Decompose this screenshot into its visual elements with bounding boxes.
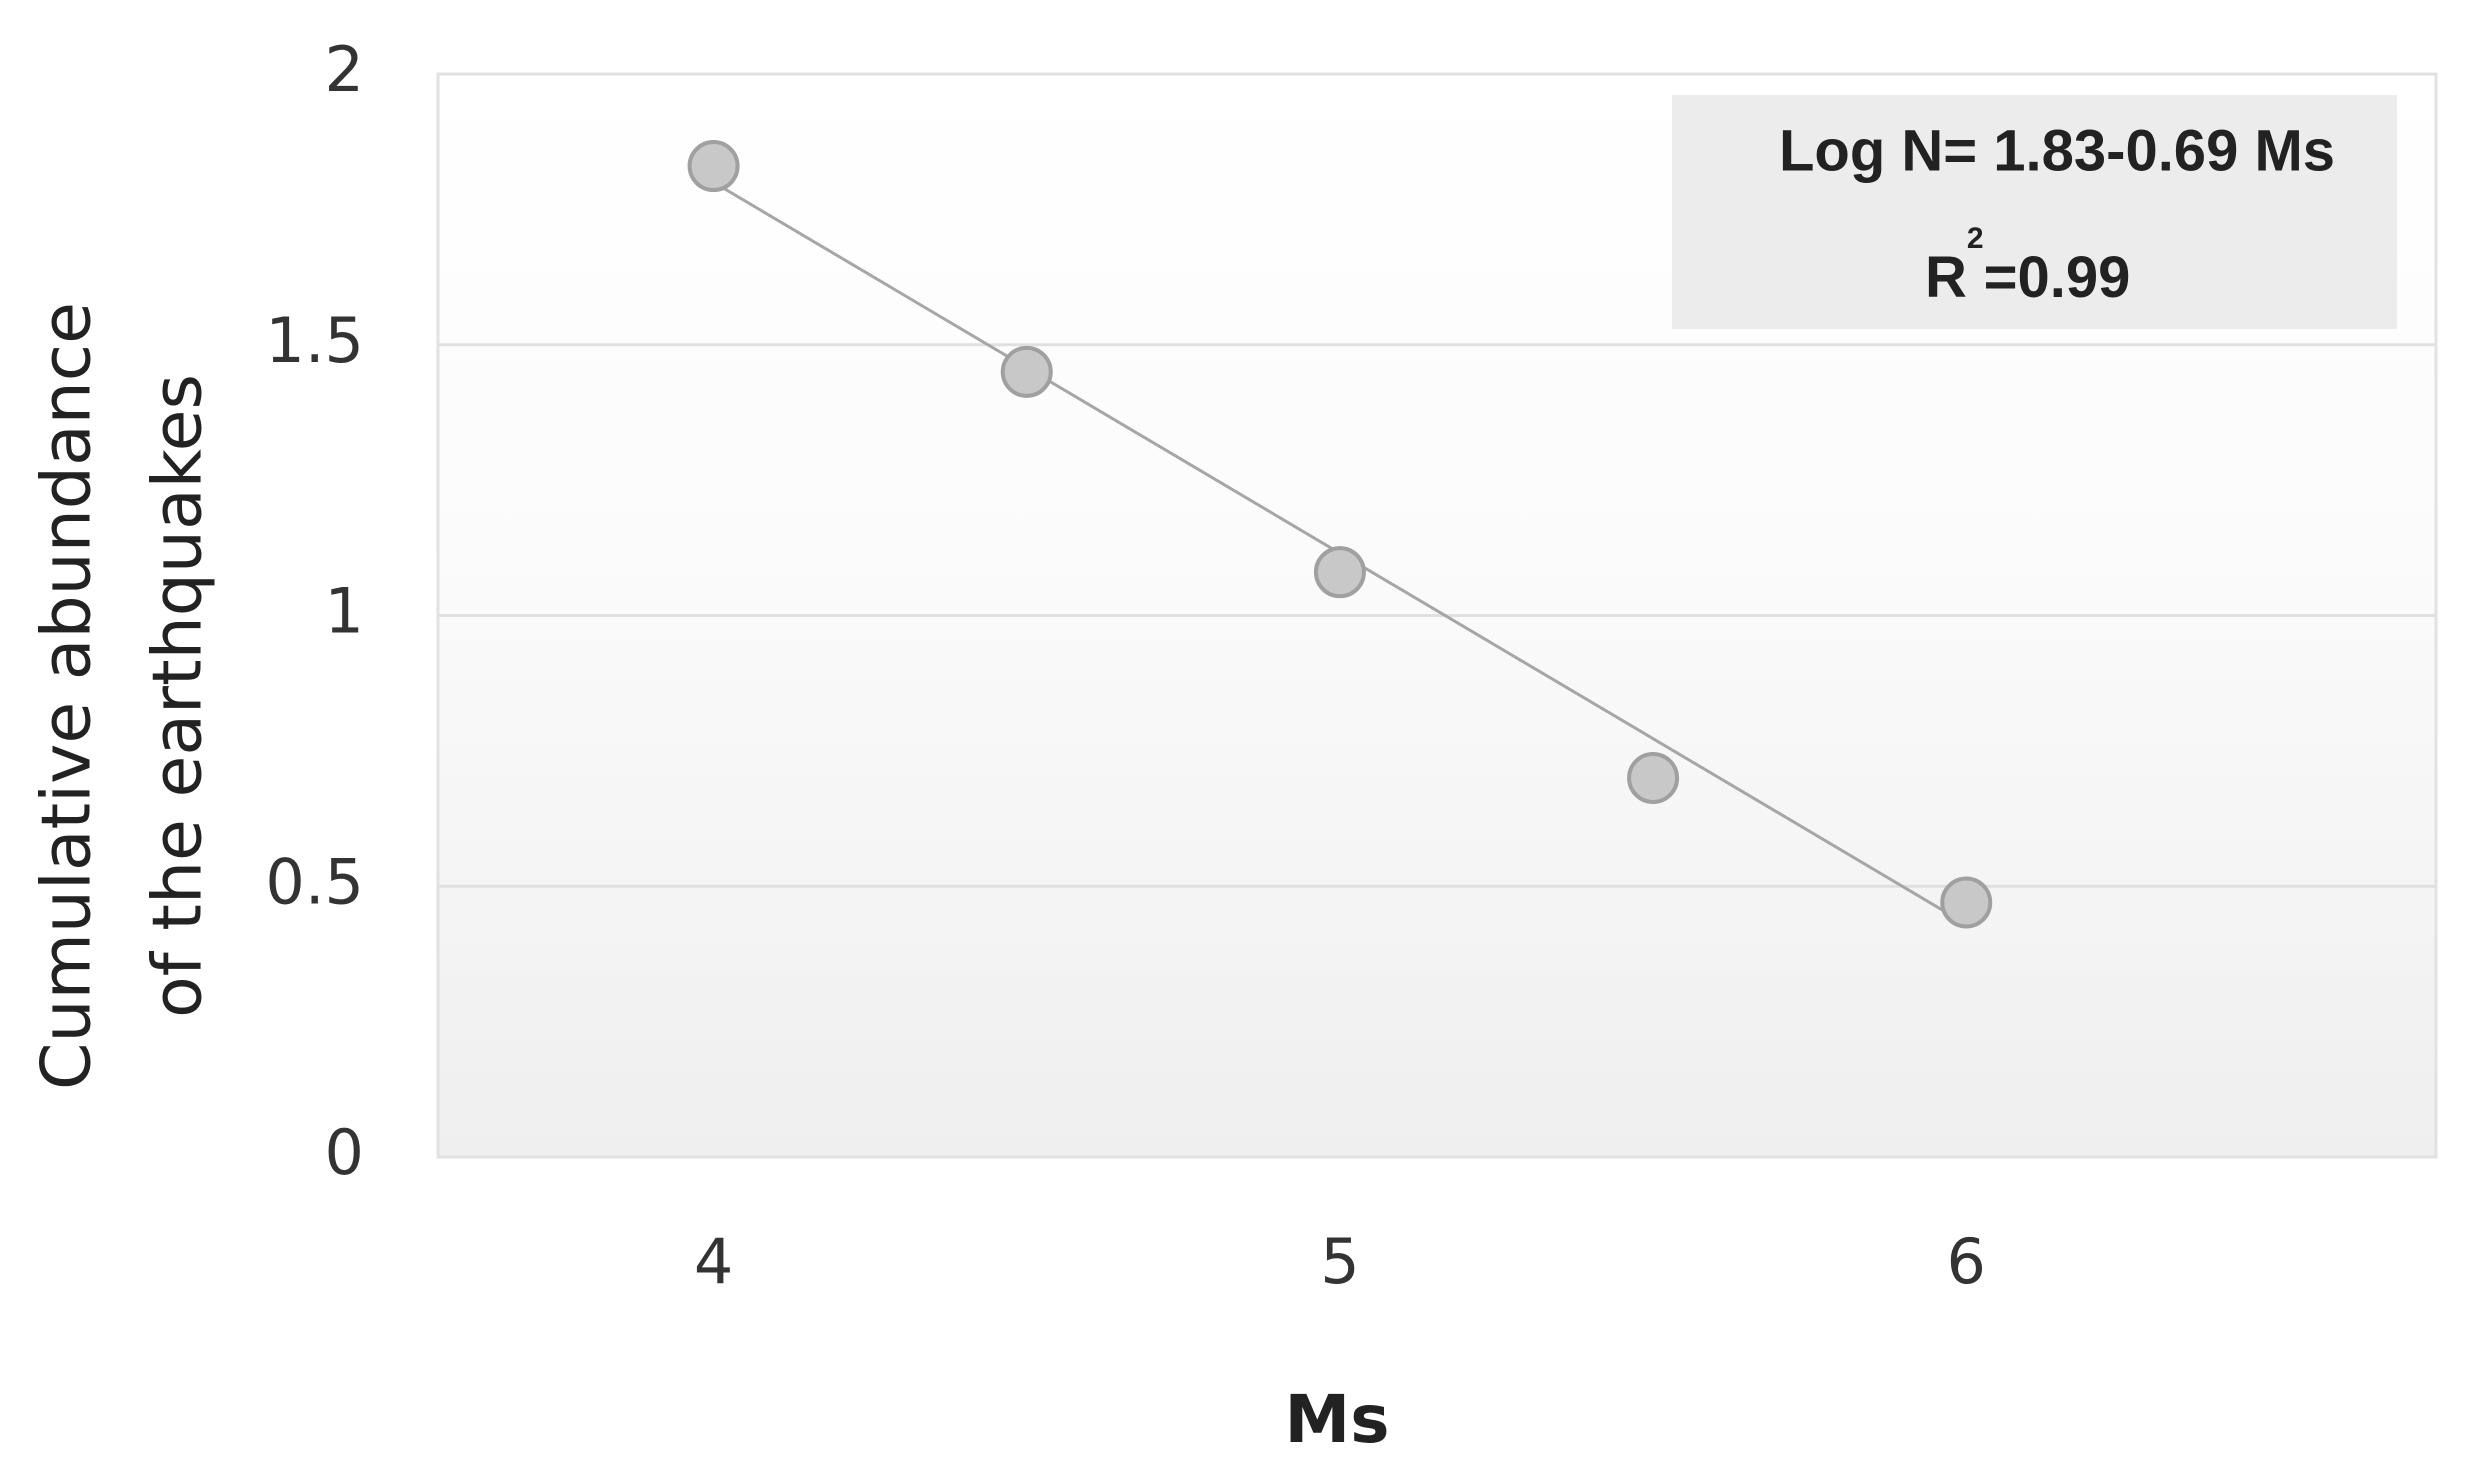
x-tick-label: 5 bbox=[1320, 1225, 1359, 1298]
y-axis-label: Cumulative abundance bbox=[28, 302, 107, 1090]
data-point bbox=[1940, 876, 1993, 929]
r-symbol: R bbox=[1925, 245, 1967, 310]
y-tick-label: 0 bbox=[325, 1116, 364, 1189]
y-tick-label: 1 bbox=[325, 575, 364, 648]
equation: Log N= 1.83-0.69 Ms bbox=[1779, 118, 2335, 183]
r-value: =0.99 bbox=[1984, 245, 2131, 310]
r-squared: R2=0.99 bbox=[1925, 222, 2130, 310]
x-tick-label: 6 bbox=[1947, 1225, 1986, 1298]
data-point bbox=[1627, 751, 1680, 804]
x-tick-label: 4 bbox=[694, 1225, 733, 1298]
x-axis-label: Ms bbox=[1285, 1381, 1390, 1458]
annotation-box bbox=[1672, 95, 2397, 329]
grid bbox=[438, 72, 2436, 1159]
y-tick-label: 0.5 bbox=[265, 845, 364, 918]
data-point bbox=[1313, 546, 1366, 599]
data-point bbox=[1000, 345, 1053, 398]
superscript: 2 bbox=[1967, 222, 1984, 255]
y-axis-label: of the earthquakes bbox=[139, 374, 218, 1018]
y-tick-label: 2 bbox=[325, 33, 364, 106]
y-tick-label: 1.5 bbox=[265, 304, 364, 377]
data-point bbox=[687, 140, 740, 193]
